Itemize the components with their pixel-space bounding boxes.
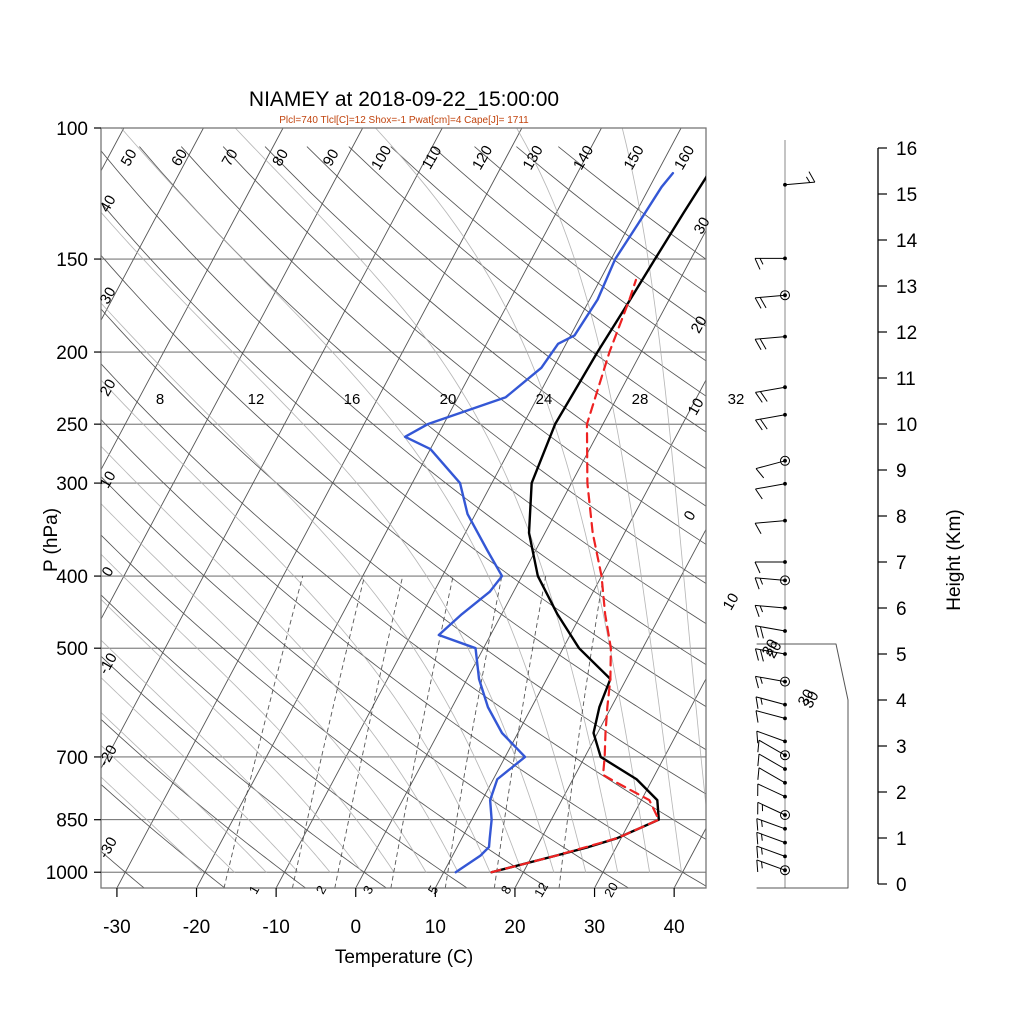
wind-barb	[754, 675, 790, 689]
pressure-tick-label: 100	[56, 119, 88, 140]
wind-barb	[754, 256, 787, 270]
height-tick-label: 2	[896, 783, 907, 804]
grid-label: 10	[685, 395, 708, 418]
wind-barb	[755, 696, 787, 709]
grid-label: 12	[531, 880, 551, 900]
height-tick-label: 4	[896, 691, 907, 712]
wind-barb	[756, 818, 787, 831]
pressure-tick-label: 300	[56, 474, 88, 495]
grid-label: 28	[632, 391, 649, 408]
grid-label: 80	[269, 146, 292, 169]
temperature-tick-label: 40	[664, 917, 685, 938]
height-tick-label: 16	[896, 139, 917, 160]
pressure-tick-label: 250	[56, 415, 88, 436]
wind-barb	[757, 753, 787, 771]
pressure-tick-label: 850	[56, 811, 88, 832]
wind-barb	[754, 604, 787, 617]
temperature-tick-label: 0	[350, 917, 361, 938]
wind-barb	[756, 859, 790, 876]
grid-label: 12	[248, 391, 265, 408]
grid-label: 20	[601, 880, 621, 900]
grid-label: 16	[344, 391, 361, 408]
temperature-tick-label: 30	[584, 917, 605, 938]
sounding-traces	[403, 171, 706, 874]
pressure-tick-label: 150	[56, 250, 88, 271]
wind-barb	[757, 739, 790, 761]
height-tick-label: 5	[896, 645, 907, 666]
pressure-tick-label: 400	[56, 567, 88, 588]
pressure-tick-label: 700	[56, 748, 88, 769]
pressure-tick-label: 1000	[46, 863, 88, 884]
x-axis-label: Temperature (C)	[335, 947, 473, 968]
grid-label: 20	[759, 636, 782, 659]
grid-label: 30	[800, 688, 823, 711]
temperature-tick-label: 10	[425, 917, 446, 938]
wind-barb	[754, 560, 787, 574]
height-tick-label: 15	[896, 185, 917, 206]
wind-barb	[756, 730, 787, 744]
wind-barb	[756, 831, 787, 845]
y-axis-label-right: Height (Km)	[944, 509, 965, 610]
pressure-tick-label: 200	[56, 343, 88, 364]
wind-barb	[783, 171, 816, 187]
grid-label: 30	[795, 686, 818, 709]
wind-barb	[755, 710, 787, 723]
grid-label: 20	[688, 313, 711, 336]
grid-label: 24	[536, 391, 553, 408]
height-tick-label: 3	[896, 737, 907, 758]
page-title: NIAMEY at 2018-09-22_15:00:00	[249, 88, 559, 111]
wind-barb	[757, 767, 787, 785]
temperature-tick-label: -10	[262, 917, 289, 938]
wind-barb	[754, 290, 790, 309]
wind-barb	[755, 412, 787, 431]
plot-frame	[100, 127, 707, 889]
height-tick-label: 11	[896, 369, 916, 390]
temperature-tick-label: 20	[504, 917, 525, 938]
wind-barb	[755, 385, 787, 403]
pressure-tick-label: 500	[56, 639, 88, 660]
grid-label: 30	[97, 284, 120, 307]
wind-barb	[755, 481, 787, 500]
grid-label: 10	[720, 590, 743, 613]
temperature-tick-label: -20	[183, 917, 210, 938]
wind-barb	[756, 845, 787, 859]
indices-subtitle: Plcl=740 Tlcl[C]=12 Shox=-1 Pwat[cm]=4 C…	[279, 115, 529, 126]
wind-barb	[757, 783, 787, 799]
height-tick-label: 13	[896, 277, 917, 298]
height-tick-label: 1	[896, 829, 907, 850]
grid-label: 50	[118, 146, 141, 169]
grid-label: 32	[728, 391, 745, 408]
grid-label: 60	[168, 146, 191, 169]
grid-label: 20	[97, 376, 120, 399]
grid-label: 30	[691, 214, 714, 237]
temperature-tick-label: -30	[103, 917, 130, 938]
height-tick-label: 7	[896, 553, 907, 574]
grid-label: 90	[320, 146, 343, 169]
wind-barb	[755, 455, 790, 479]
height-tick-label: 10	[896, 415, 917, 436]
height-tick-label: 9	[896, 461, 907, 482]
height-tick-label: 14	[896, 231, 918, 252]
height-tick-label: 12	[896, 323, 917, 344]
wind-barb	[754, 625, 787, 639]
wind-barb	[754, 575, 790, 590]
wind-barb	[757, 801, 790, 820]
height-tick-label: 0	[896, 875, 907, 896]
grid-label: 20	[440, 391, 457, 408]
y-axis-label-left: P (hPa)	[41, 508, 62, 572]
grid-label: 8	[156, 391, 164, 408]
height-tick-label: 6	[896, 599, 907, 620]
grid-label: 70	[219, 146, 242, 169]
grid-label: 10	[97, 468, 120, 491]
wind-barb	[754, 648, 787, 662]
grid-label: 40	[97, 192, 120, 215]
height-tick-label: 8	[896, 507, 907, 528]
wind-barb	[754, 518, 787, 534]
wind-barb	[754, 334, 787, 350]
